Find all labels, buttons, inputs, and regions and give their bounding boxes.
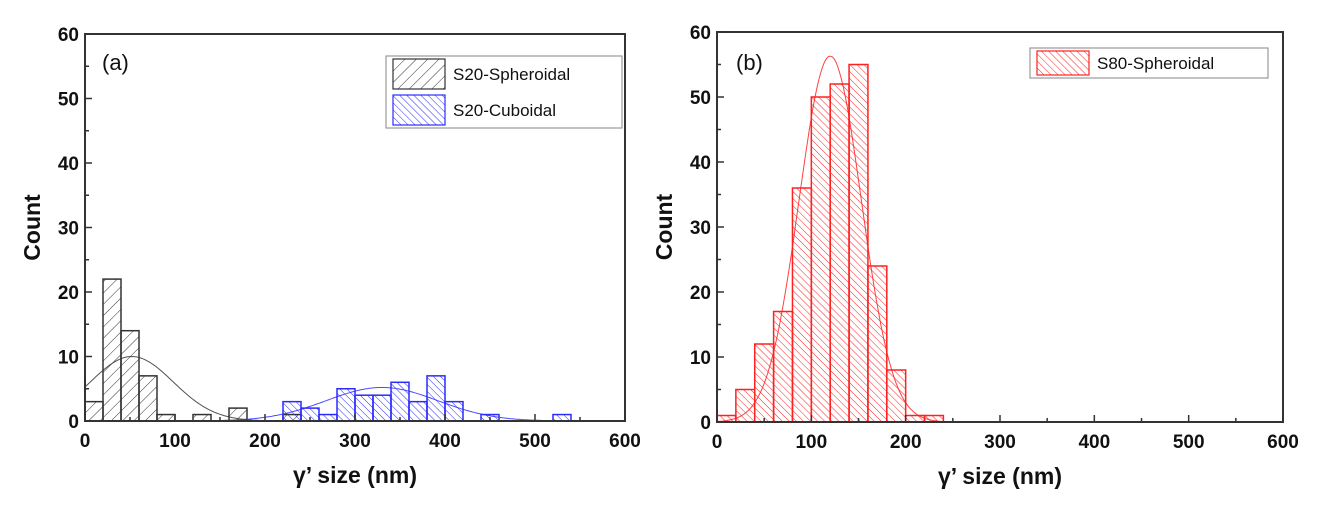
histogram-bar	[282, 400, 302, 422]
y-tick-label: 60	[58, 25, 79, 46]
histogram-bar	[791, 187, 813, 423]
chart-panel-a: 0 100 200 300 400 500 600 0 10 20 30 40 …	[19, 25, 641, 488]
panel-label: (a)	[102, 50, 129, 75]
x-tick-label: 0	[712, 432, 723, 453]
histogram-bar	[408, 400, 428, 422]
legend-swatch-s80-spheroidal	[1036, 50, 1090, 76]
y-tick-label: 30	[58, 219, 79, 240]
gaussian-fit-curve	[196, 387, 568, 422]
x-tick-label: 200	[890, 432, 922, 453]
y-tick-label: 20	[58, 283, 79, 304]
x-axis-title: γ’ size (nm)	[938, 463, 1062, 489]
x-tick-label: 600	[1267, 432, 1299, 453]
x-tick-label: 500	[519, 431, 551, 452]
x-tick-label: 400	[1078, 432, 1110, 453]
histogram-bar	[810, 96, 831, 423]
y-tick-label: 60	[690, 23, 711, 44]
panel-label: (b)	[736, 50, 763, 75]
histogram-bar	[829, 83, 850, 423]
legend-swatch-s20-spheroidal	[392, 58, 446, 90]
histogram-bar	[848, 63, 869, 423]
x-tick-label: 300	[984, 432, 1016, 453]
fit-curves-layer	[716, 55, 953, 423]
y-tick-label: 30	[690, 218, 711, 239]
y-tick-label: 0	[700, 413, 711, 434]
histogram-bar	[354, 394, 374, 422]
x-tick-label: 400	[429, 431, 461, 452]
y-axis-title: Count	[651, 193, 677, 260]
histogram-bar	[772, 310, 794, 423]
y-tick-label: 40	[690, 153, 711, 174]
y-axis-title: Count	[19, 194, 45, 261]
histogram-bar	[372, 394, 392, 422]
x-tick-label: 600	[609, 431, 641, 452]
x-tick-label: 100	[159, 431, 191, 452]
histogram-bar	[886, 369, 907, 423]
y-tick-labels: 0 10 20 30 40 50 60	[690, 23, 711, 434]
legend-label: S20-Cuboidal	[453, 101, 556, 120]
histogram-bar	[426, 375, 446, 422]
x-tick-labels: 0 100 200 300 400 500 600	[712, 432, 1299, 453]
y-tick-label: 40	[58, 154, 79, 175]
histogram-bar	[102, 278, 122, 422]
fit-curves-layer	[84, 355, 568, 422]
x-tick-label: 200	[249, 431, 281, 452]
y-tick-label: 20	[690, 283, 711, 304]
histogram-bar	[120, 329, 140, 422]
chart-panel-b: 0 100 200 300 400 500 600 0 10 20 30 40 …	[651, 23, 1299, 489]
legend: S20-Spheroidal S20-Cuboidal	[385, 55, 623, 129]
bars-layer	[716, 63, 945, 423]
y-tick-label: 10	[690, 348, 711, 369]
legend: S80-Spheroidal	[1029, 47, 1269, 79]
legend-swatch-s20-cuboidal	[392, 94, 446, 126]
y-tick-label: 50	[690, 88, 711, 109]
ticks-layer	[716, 31, 1284, 423]
y-tick-labels: 0 10 20 30 40 50 60	[58, 25, 79, 433]
legend-label: S80-Spheroidal	[1097, 54, 1214, 73]
y-tick-label: 0	[68, 412, 79, 433]
y-tick-label: 10	[58, 348, 79, 369]
histogram-bar	[867, 265, 888, 423]
y-tick-label: 50	[58, 90, 79, 111]
x-axis-title: γ’ size (nm)	[293, 462, 417, 488]
legend-label: S20-Spheroidal	[453, 65, 570, 84]
ticks-layer	[84, 33, 626, 422]
gaussian-fit-curve	[716, 55, 953, 423]
x-tick-label: 0	[80, 431, 91, 452]
histogram-bar	[84, 400, 104, 422]
x-tick-label: 300	[339, 431, 371, 452]
histogram-bar	[138, 375, 158, 422]
x-tick-label: 100	[795, 432, 827, 453]
x-tick-labels: 0 100 200 300 400 500 600	[80, 431, 641, 452]
x-tick-label: 500	[1173, 432, 1205, 453]
